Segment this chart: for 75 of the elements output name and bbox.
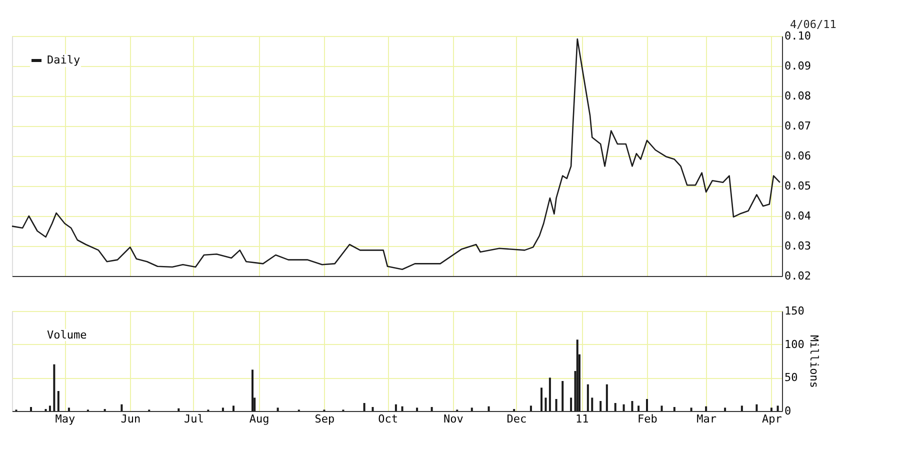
bar <box>470 408 473 411</box>
y-tick-label: 0.10 <box>784 30 811 42</box>
bar <box>562 381 564 411</box>
bar <box>673 407 676 411</box>
text: 4/06/11 <box>790 18 836 31</box>
bar <box>276 408 279 411</box>
bar <box>222 408 224 411</box>
y-tick-label: 150 <box>784 304 804 318</box>
y-axis-title: Millions <box>807 335 820 388</box>
bar <box>530 406 532 411</box>
bar <box>776 406 779 411</box>
bar <box>401 406 404 411</box>
y-tick-label: 0.04 <box>784 210 812 222</box>
bar <box>416 408 418 411</box>
x-tick-label: Sep <box>314 412 335 426</box>
line-series <box>11 38 781 270</box>
bar <box>606 384 608 411</box>
legend-label: Daily <box>47 54 80 66</box>
bar <box>372 407 374 411</box>
bar <box>690 408 692 411</box>
y-tick-label: 0.06 <box>784 150 811 162</box>
bar <box>178 408 180 411</box>
bar <box>646 399 648 411</box>
bar <box>570 398 572 411</box>
bar <box>631 401 634 411</box>
text: Volume <box>47 328 87 342</box>
bar <box>724 408 726 411</box>
bar <box>586 384 589 411</box>
bar <box>638 406 640 411</box>
bar <box>600 401 602 411</box>
bar <box>540 388 543 411</box>
bar <box>576 340 578 411</box>
y-tick-label: 0.03 <box>784 240 811 252</box>
bar <box>30 407 32 411</box>
bar <box>770 408 772 411</box>
bar <box>622 404 625 411</box>
y-tick-label: 50 <box>784 371 798 384</box>
y-tick-label: 100 <box>784 338 804 351</box>
x-tick-label: Nov <box>443 412 464 426</box>
y-tick-label: 0.07 <box>784 120 811 132</box>
x-tick-label: Mar <box>696 412 717 426</box>
bar <box>57 391 60 411</box>
x-tick-label: May <box>55 412 76 426</box>
bar <box>48 406 51 411</box>
x-tick-label: Apr <box>762 412 782 426</box>
x-tick-label: Feb <box>638 412 658 426</box>
bar <box>705 406 708 411</box>
y-tick-label: 0 <box>784 404 792 418</box>
y-tick-label: 0.05 <box>784 180 811 192</box>
x-tick-label: Jun <box>120 412 141 426</box>
bar <box>363 403 366 411</box>
bar <box>430 407 433 411</box>
bar <box>68 408 70 411</box>
bar <box>394 404 397 411</box>
y-tick-label: 0.09 <box>784 60 811 72</box>
x-tick-label: Dec <box>506 412 527 426</box>
bar <box>53 364 56 411</box>
bar <box>544 398 547 411</box>
bar <box>591 398 594 411</box>
bar <box>555 399 558 411</box>
bar <box>614 403 616 411</box>
bar <box>548 378 551 411</box>
bar <box>120 404 123 411</box>
x-tick-label: Oct <box>378 412 398 426</box>
bar <box>232 406 235 411</box>
x-tick-label: 11 <box>575 412 589 426</box>
bar <box>488 406 490 411</box>
bar <box>756 404 758 411</box>
bar <box>740 406 743 411</box>
bar <box>660 406 663 411</box>
x-tick-label: Aug <box>249 412 270 426</box>
x-tick-label: Jul <box>184 412 204 426</box>
bar <box>251 370 254 411</box>
y-tick-label: 0.02 <box>784 270 811 282</box>
y-tick-label: 0.08 <box>784 90 811 102</box>
